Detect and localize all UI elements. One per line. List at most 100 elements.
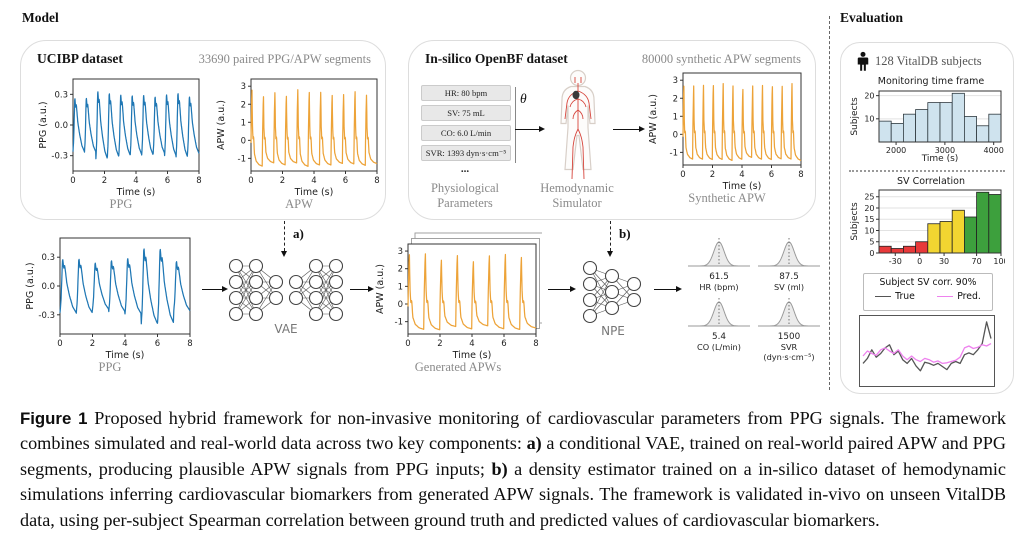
arrow-b-dashed <box>606 221 613 257</box>
generated-apw-plot: 3 2 1 0 -1 0 2 4 6 8 Time (s) APW (a.u.) <box>374 228 544 365</box>
param-sv: SV: 75 mL <box>421 105 511 121</box>
svg-text:Time (s): Time (s) <box>722 181 762 191</box>
posterior-svr-value: 1500 <box>777 332 801 342</box>
arrow-a-dashed <box>280 221 287 257</box>
generated-apw-caption: Generated APWs <box>414 360 502 374</box>
model-section-label: Model <box>22 10 59 25</box>
physio-params-list: HR: 80 bpm SV: 75 mL CO: 6.0 L/min SVR: … <box>421 85 511 175</box>
svg-text:Subjects: Subjects <box>850 97 860 136</box>
svg-text:3: 3 <box>673 76 678 86</box>
svg-text:8: 8 <box>196 176 201 186</box>
svg-text:PPG (a.u.): PPG (a.u.) <box>38 101 49 148</box>
svg-text:1: 1 <box>241 118 246 128</box>
svg-text:2: 2 <box>90 339 95 349</box>
figure-tag: Figure 1 <box>20 409 88 428</box>
param-co: CO: 6.0 L/min <box>421 125 511 141</box>
svg-text:-0.3: -0.3 <box>51 152 68 162</box>
posterior-co-label: CO (L/min) <box>697 342 741 352</box>
legend-pred: Pred. <box>937 291 981 302</box>
ppg-caption: PPG <box>109 197 133 211</box>
svg-text:0: 0 <box>248 176 253 186</box>
apw-plot-ucibp: 3 2 1 0 -1 0 2 4 6 8 Time (s) APW (a.u.) <box>215 73 383 202</box>
svg-text:6: 6 <box>501 339 506 349</box>
svg-text:15: 15 <box>864 215 874 224</box>
legend-true: True <box>875 291 915 302</box>
svg-text:4: 4 <box>133 176 138 186</box>
svg-text:10: 10 <box>864 115 874 124</box>
svg-text:0: 0 <box>57 339 62 349</box>
arrow-params-to-simulator <box>515 125 545 132</box>
svg-text:PPG (a.u.): PPG (a.u.) <box>25 262 36 309</box>
svg-text:0: 0 <box>869 249 874 258</box>
svg-text:0: 0 <box>405 339 410 349</box>
person-icon <box>857 51 869 71</box>
ppg-plot-ucibp: 0.3 0.0 -0.3 0 2 4 6 8 Time (s) PPG (a.u.) <box>37 73 205 202</box>
svg-text:0.3: 0.3 <box>54 90 68 100</box>
svg-text:0.0: 0.0 <box>54 121 68 131</box>
svg-text:0.0: 0.0 <box>41 282 55 292</box>
insilico-subtitle: 80000 synthetic APW segments <box>641 52 801 66</box>
figure-caption-text: Proposed hybrid framework for non-invasi… <box>20 408 1006 530</box>
eval-divider <box>849 170 1005 172</box>
svg-text:0: 0 <box>241 136 246 146</box>
param-hr: HR: 80 bpm <box>421 85 511 101</box>
svg-text:4: 4 <box>739 170 744 180</box>
param-svr: SVR: 1393 dyn·s·cm⁻⁵ <box>421 145 511 161</box>
svg-text:4: 4 <box>311 176 316 186</box>
section-divider <box>829 16 830 390</box>
svg-text:0: 0 <box>673 130 678 140</box>
sv-correlation-histogram: 0 5 10 15 20 25 -30 0 30 70 100 Subjects <box>849 187 1009 274</box>
arrow-vae-to-generated <box>350 285 374 292</box>
npe-network <box>580 260 646 329</box>
legend-title: Subject SV corr. 90% <box>879 277 977 288</box>
svg-text:Subjects: Subjects <box>850 202 860 241</box>
svg-text:4: 4 <box>469 339 474 349</box>
svg-text:8: 8 <box>533 339 538 349</box>
svg-text:3000: 3000 <box>935 146 955 155</box>
svg-text:2: 2 <box>398 265 403 275</box>
svg-text:-1: -1 <box>395 318 403 328</box>
svg-text:10: 10 <box>864 226 874 235</box>
insilico-title: In-silico OpenBF dataset <box>425 51 568 66</box>
posterior-svr-curve <box>756 298 822 332</box>
evaluation-section-label: Evaluation <box>840 10 904 25</box>
theta-separator <box>515 87 516 163</box>
theta-symbol: θ <box>520 91 527 106</box>
svg-text:6: 6 <box>769 170 774 180</box>
arrow-ppg-to-vae <box>202 285 228 292</box>
svg-text:APW (a.u.): APW (a.u.) <box>216 100 227 150</box>
b-label: b) <box>619 226 631 241</box>
ucibp-panel: UCIBP dataset 33690 paired PPG/APW segme… <box>20 40 386 220</box>
svg-text:100: 100 <box>993 257 1005 266</box>
svg-text:Time (s): Time (s) <box>452 350 492 360</box>
svg-text:8: 8 <box>374 176 379 186</box>
svg-text:APW (a.u.): APW (a.u.) <box>375 264 386 314</box>
synthetic-apw-caption: Synthetic APW <box>688 191 766 205</box>
svg-text:-1: -1 <box>670 148 678 158</box>
subjects-label: 128 VitalDB subjects <box>875 54 982 68</box>
evaluation-panel: 128 VitalDB subjects Monitoring time fra… <box>840 42 1014 394</box>
posterior-hr-curve <box>686 238 752 272</box>
svg-text:8: 8 <box>187 339 192 349</box>
svg-text:4: 4 <box>122 339 127 349</box>
svg-text:25: 25 <box>864 193 874 202</box>
svg-text:20: 20 <box>864 204 874 213</box>
hist2-title: SV Correlation <box>897 176 965 187</box>
npe-label: NPE <box>601 324 625 338</box>
a-label: a) <box>293 226 304 241</box>
pred-line-swatch <box>937 296 954 297</box>
physio-params-caption: Physiological Parameters <box>430 181 500 210</box>
posterior-hr: 61.5 HR (bpm) <box>686 238 752 292</box>
arrow-npe-to-posteriors <box>654 285 682 292</box>
svg-text:-0.3: -0.3 <box>38 311 55 321</box>
posterior-hr-value: 61.5 <box>709 272 729 282</box>
svg-text:2: 2 <box>673 94 678 104</box>
svg-text:2000: 2000 <box>886 146 906 155</box>
vae-network <box>226 258 346 327</box>
posterior-sv-label: SV (ml) <box>773 282 805 292</box>
svg-text:3: 3 <box>241 82 246 92</box>
ppg-input-plot: 0.3 0.0 -0.3 0 2 4 6 8 Time (s) PPG (a.u.) <box>24 232 196 365</box>
arrow-generated-to-npe <box>548 285 576 292</box>
svg-text:6: 6 <box>343 176 348 186</box>
